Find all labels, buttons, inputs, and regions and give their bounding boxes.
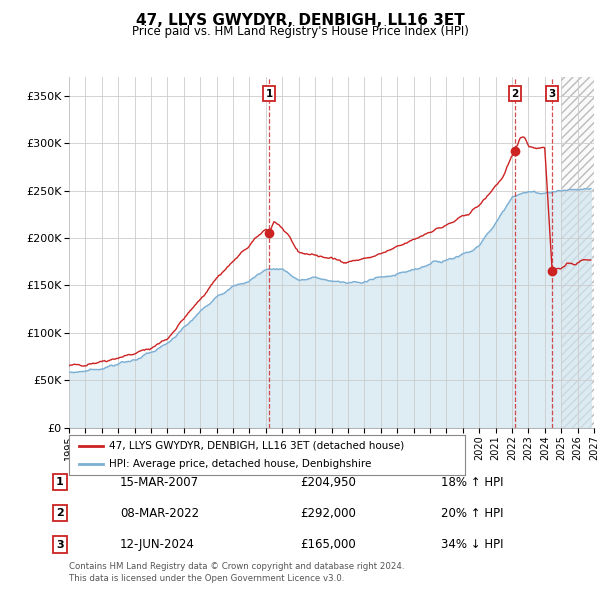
Text: HPI: Average price, detached house, Denbighshire: HPI: Average price, detached house, Denb… (109, 459, 371, 469)
Text: 20% ↑ HPI: 20% ↑ HPI (441, 507, 503, 520)
Text: £292,000: £292,000 (300, 507, 356, 520)
Text: £165,000: £165,000 (300, 538, 356, 551)
Bar (561, 77, 600, 428)
Text: 34% ↓ HPI: 34% ↓ HPI (441, 538, 503, 551)
Text: 1: 1 (266, 88, 273, 99)
Text: 3: 3 (56, 540, 64, 549)
Text: 1: 1 (56, 477, 64, 487)
Text: Contains HM Land Registry data © Crown copyright and database right 2024.: Contains HM Land Registry data © Crown c… (69, 562, 404, 571)
Text: 47, LLYS GWYDYR, DENBIGH, LL16 3ET: 47, LLYS GWYDYR, DENBIGH, LL16 3ET (136, 13, 464, 28)
Text: 08-MAR-2022: 08-MAR-2022 (120, 507, 199, 520)
Text: 15-MAR-2007: 15-MAR-2007 (120, 476, 199, 489)
Text: 3: 3 (548, 88, 556, 99)
Text: Price paid vs. HM Land Registry's House Price Index (HPI): Price paid vs. HM Land Registry's House … (131, 25, 469, 38)
Text: 2: 2 (56, 509, 64, 518)
Text: 47, LLYS GWYDYR, DENBIGH, LL16 3ET (detached house): 47, LLYS GWYDYR, DENBIGH, LL16 3ET (deta… (109, 441, 404, 451)
Text: This data is licensed under the Open Government Licence v3.0.: This data is licensed under the Open Gov… (69, 574, 344, 583)
Text: £204,950: £204,950 (300, 476, 356, 489)
Bar (561, 77, 600, 428)
Text: 12-JUN-2024: 12-JUN-2024 (120, 538, 195, 551)
Text: 2: 2 (511, 88, 518, 99)
Text: 18% ↑ HPI: 18% ↑ HPI (441, 476, 503, 489)
